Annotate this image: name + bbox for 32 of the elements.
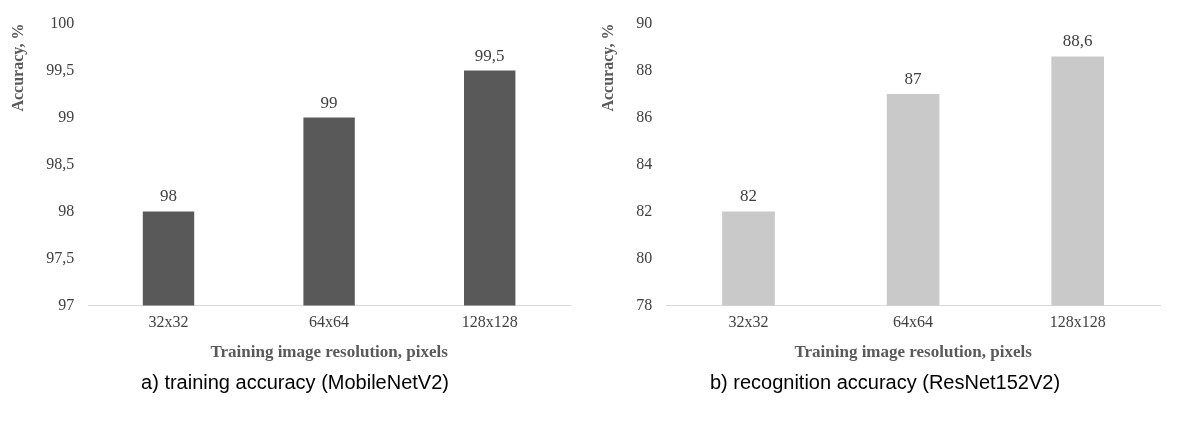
- y-tick-label: 99: [58, 107, 75, 125]
- y-tick-label: 99,5: [46, 60, 75, 78]
- y-axis-title: Accuracy, %: [8, 23, 27, 112]
- data-label: 99: [320, 92, 338, 112]
- y-tick-label: 88: [636, 60, 653, 78]
- x-tick-label: 128x128: [1049, 313, 1106, 331]
- x-tick-label: 64x64: [309, 313, 350, 331]
- y-tick-label: 84: [636, 154, 653, 172]
- y-tick-label: 82: [636, 201, 653, 219]
- data-label: 98: [160, 186, 177, 206]
- y-tick-label: 90: [636, 13, 653, 31]
- y-tick-label: 97,5: [46, 248, 75, 266]
- x-tick-label: 32x32: [728, 313, 769, 331]
- y-tick-label: 98,5: [46, 154, 75, 172]
- data-label: 99,5: [474, 45, 505, 65]
- x-tick-label: 64x64: [893, 313, 934, 331]
- x-axis-title: Training image resolution, pixels: [210, 342, 449, 362]
- y-tick-label: 97: [58, 295, 75, 313]
- data-label: 88,6: [1062, 31, 1093, 51]
- text: b) recognition accuracy (ResNet152V2): [708, 371, 1062, 394]
- text: a) training accuracy (MobileNetV2): [140, 371, 450, 394]
- y-tick-label: 86: [636, 107, 653, 125]
- data-label: 87: [904, 69, 923, 89]
- y-axis-title: Accuracy, %: [598, 23, 617, 112]
- x-axis-title: Training image resolution, pixels: [794, 342, 1033, 362]
- y-tick-label: 100: [50, 13, 75, 31]
- y-tick-label: 98: [58, 201, 75, 219]
- data-label: 82: [740, 186, 757, 206]
- x-tick-label: 128x128: [461, 313, 518, 331]
- y-tick-label: 80: [636, 248, 653, 266]
- y-tick-label: 78: [636, 295, 653, 313]
- x-tick-label: 32x32: [148, 313, 189, 331]
